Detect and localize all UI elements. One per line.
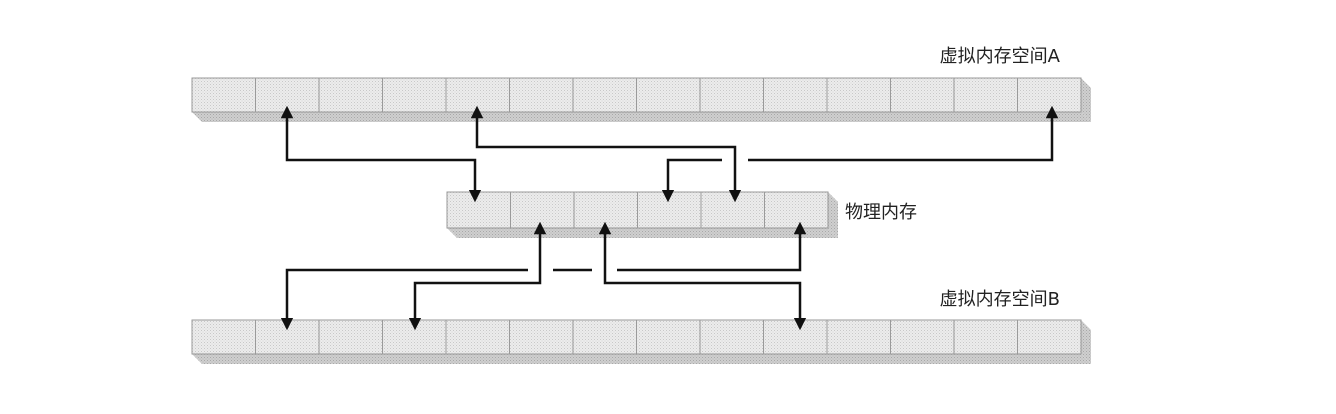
row-side-face [1081, 78, 1091, 122]
virtual-memory-b-row [191, 319, 1091, 364]
memory-cell [764, 191, 829, 229]
arrow-a3-link [748, 105, 1059, 162]
memory-cell [699, 77, 764, 113]
memory-cell [572, 77, 637, 113]
memory-cell [636, 77, 701, 113]
memory-cell [953, 77, 1018, 113]
arrow-b1-link [408, 221, 547, 331]
memory-cell [382, 77, 447, 113]
memory-cell [509, 319, 574, 355]
row-side-face [1081, 320, 1091, 364]
memory-cell [191, 77, 256, 113]
row-side-face [828, 192, 838, 238]
memory-cell [510, 191, 575, 229]
arrow-b1 [280, 268, 528, 331]
memory-cell [1017, 319, 1082, 355]
memory-cell [1017, 77, 1082, 113]
memory-cell [382, 319, 447, 355]
arrow-a3 [661, 158, 722, 203]
memory-cell [890, 77, 955, 113]
memory-cell [318, 319, 383, 355]
memory-cell [191, 319, 256, 355]
arrow-a1 [280, 105, 482, 203]
memory-cell [699, 319, 764, 355]
arrow-b3 [617, 221, 807, 272]
memory-cell [509, 77, 574, 113]
arrow-a2 [470, 105, 742, 203]
memory-cell [318, 77, 383, 113]
memory-cell [826, 319, 891, 355]
virtual-memory-b-label: 虚拟内存空间B [940, 289, 1060, 310]
memory-cell [636, 319, 701, 355]
row-bottom-face [192, 112, 1091, 122]
memory-cell [637, 191, 702, 229]
memory-cell [700, 191, 765, 229]
memory-cell [826, 77, 891, 113]
physical-memory-label: 物理内存 [845, 202, 917, 223]
memory-cell [445, 77, 510, 113]
memory-cell [573, 191, 638, 229]
mapping-arrows-b [280, 221, 807, 331]
virtual-memory-a-label: 虚拟内存空间A [940, 46, 1061, 67]
memory-cell [763, 319, 828, 355]
memory-cell [255, 319, 320, 355]
row-bottom-face [192, 354, 1091, 364]
memory-cell [890, 319, 955, 355]
memory-cell [763, 77, 828, 113]
memory-cell [445, 319, 510, 355]
arrow-b2 [598, 221, 807, 331]
mapping-arrows-a [280, 105, 1059, 203]
memory-cell [255, 77, 320, 113]
physical-memory-row [446, 191, 838, 238]
memory-cell [572, 319, 637, 355]
virtual-memory-a-row [191, 77, 1091, 122]
memory-cell [446, 191, 511, 229]
row-bottom-face [447, 228, 838, 238]
memory-cell [953, 319, 1018, 355]
